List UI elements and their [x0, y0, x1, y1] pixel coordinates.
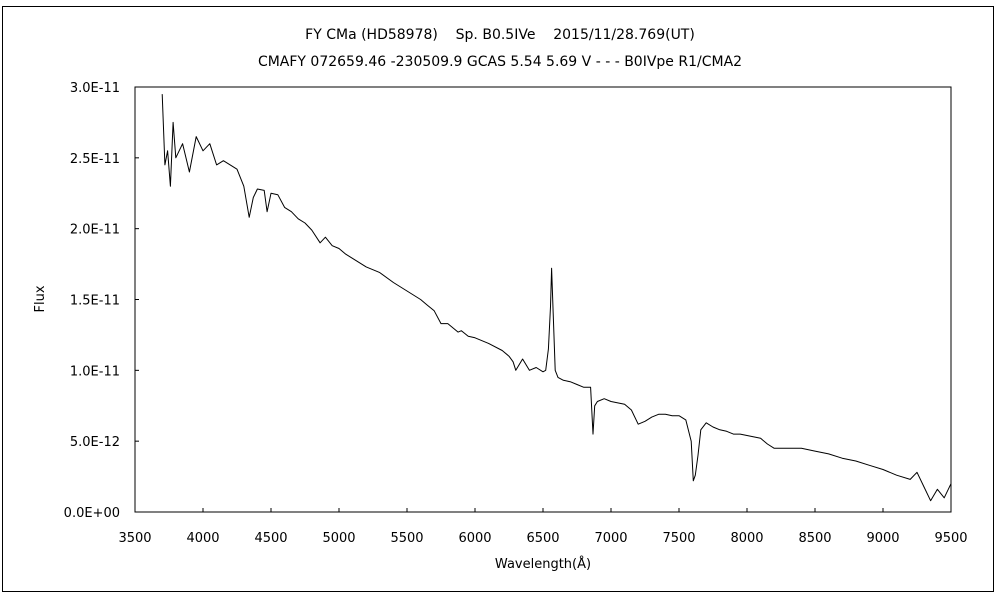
- y-tick-label: 5.0E-12: [70, 435, 120, 450]
- chart-title: FY CMa (HD58978) Sp. B0.5IVe 2015/11/28.…: [305, 27, 695, 43]
- chart-frame: [2, 6, 994, 592]
- x-tick-label: 7000: [594, 531, 627, 546]
- x-tick-label: 9000: [866, 531, 899, 546]
- y-axis-label: Flux: [33, 285, 48, 312]
- x-tick-label: 4000: [186, 531, 219, 546]
- x-tick-label: 3500: [118, 531, 151, 546]
- x-tick-label: 8500: [798, 531, 831, 546]
- y-tick-label: 0.0E+00: [64, 506, 120, 521]
- x-tick-label: 8000: [730, 531, 763, 546]
- x-tick-label: 9500: [934, 531, 967, 546]
- y-tick-label: 2.5E-11: [70, 152, 120, 167]
- y-tick-label: 2.0E-11: [70, 223, 120, 238]
- y-tick-label: 1.5E-11: [70, 294, 120, 309]
- x-axis-label: Wavelength(Å): [495, 556, 591, 572]
- y-tick-label: 1.0E-11: [70, 364, 120, 379]
- y-tick-label: 3.0E-11: [70, 81, 120, 96]
- chart-subtitle: CMAFY 072659.46 -230509.9 GCAS 5.54 5.69…: [258, 54, 742, 70]
- x-tick-label: 7500: [662, 531, 695, 546]
- y-axis: 0.0E+00 5.0E-12 1.0E-11 1.5E-11 2.0E-11 2.5E-…: [64, 81, 139, 521]
- series-layer: [161, 94, 952, 502]
- x-tick-label: 6500: [526, 531, 559, 546]
- x-tick-label: 6000: [458, 531, 491, 546]
- series-line-0: [161, 94, 952, 502]
- x-tick-label: 5000: [322, 531, 355, 546]
- x-tick-label: 4500: [254, 531, 287, 546]
- x-axis: 3500 4000 4500 5000 5500 6000 6500 7000 7500 8000…: [118, 508, 968, 546]
- x-tick-label: 5500: [390, 531, 423, 546]
- plot-area: [134, 86, 952, 513]
